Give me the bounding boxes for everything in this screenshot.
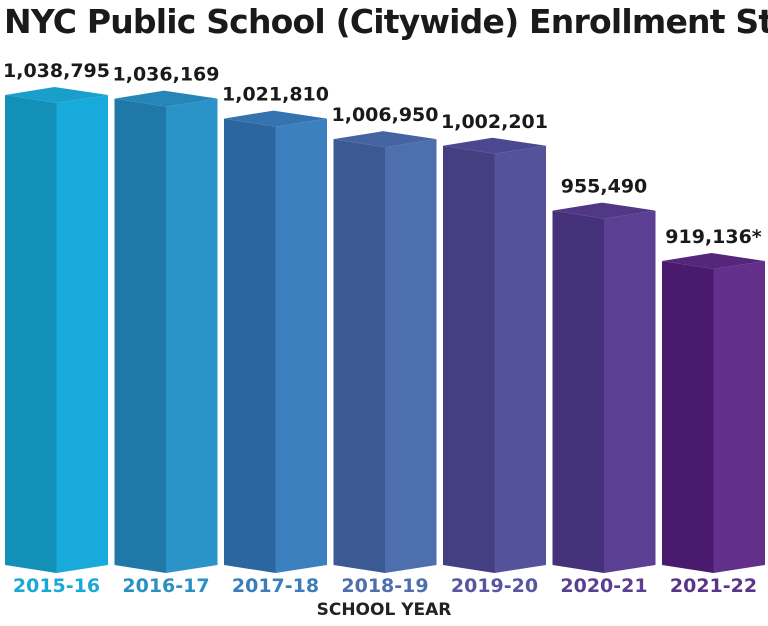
bar-2018-19-left-face	[333, 139, 385, 573]
x-tick-label: 2019-20	[451, 575, 538, 597]
bar-2021-22-top-face	[662, 252, 765, 269]
data-label: 1,036,169	[113, 64, 220, 86]
x-tick-label: 2015-16	[13, 575, 100, 597]
bar-2015-16-left-face	[5, 95, 57, 573]
x-tick-label: 2020-21	[560, 575, 647, 597]
bar-2018-19-right-face	[385, 139, 437, 573]
bar-2015-16-top-face	[5, 87, 108, 103]
data-label: 1,021,810	[222, 84, 329, 106]
data-label: 1,002,201	[441, 111, 548, 133]
bar-2021-22-right-face	[713, 260, 765, 573]
x-tick-label: 2016-17	[122, 575, 209, 597]
data-label: 1,006,950	[332, 104, 439, 126]
bar-2016-17-right-face	[166, 98, 218, 573]
bar-2020-21-top-face	[552, 202, 656, 219]
bar-2016-17-top-face	[114, 90, 218, 107]
bar-2019-20-top-face	[443, 137, 546, 154]
data-label: 955,490	[561, 176, 648, 198]
bar-2019-20-left-face	[443, 145, 495, 573]
chart-title: NYC Public School (Citywide) Enrollment …	[4, 2, 768, 41]
bar-2019-20-right-face	[494, 145, 546, 573]
bar-2017-18-left-face	[224, 118, 276, 573]
bar-2020-21-left-face	[552, 210, 604, 573]
bar-2020-21-right-face	[604, 210, 656, 573]
bar-2015-16-right-face	[56, 95, 108, 573]
data-label: 919,136*	[665, 226, 762, 248]
data-label: 1,038,795	[3, 60, 110, 82]
bar-2021-22-left-face	[662, 260, 714, 573]
bar-2017-18-right-face	[275, 118, 327, 573]
bar-2016-17-left-face	[114, 98, 166, 573]
x-tick-label: 2021-22	[670, 575, 757, 597]
x-tick-label: 2017-18	[232, 575, 319, 597]
x-axis-label: SCHOOL YEAR	[316, 600, 452, 620]
bar-2017-18-top-face	[224, 110, 327, 127]
bar-2018-19-top-face	[333, 131, 437, 148]
x-tick-label: 2018-19	[341, 575, 428, 597]
